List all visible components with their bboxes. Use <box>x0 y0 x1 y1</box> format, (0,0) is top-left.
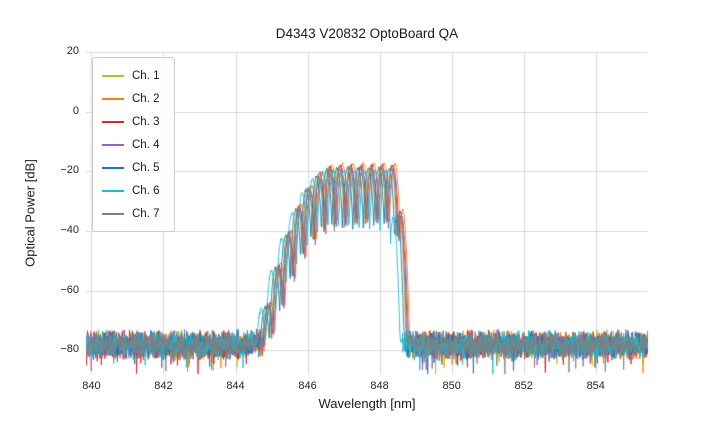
x-axis-label: Wavelength [nm] <box>318 396 416 411</box>
y-tick-label: −60 <box>60 283 79 296</box>
legend-label: Ch. 5 <box>132 161 160 174</box>
x-tick-label: 852 <box>514 380 533 392</box>
legend-line-swatch <box>102 74 124 77</box>
y-tick-label: 0 <box>72 104 79 117</box>
legend-line-swatch <box>102 189 124 192</box>
y-tick-label: −80 <box>60 343 79 356</box>
x-tick-label: 854 <box>586 380 605 392</box>
legend-item: Ch. 7 <box>102 202 160 225</box>
y-tick-label: −20 <box>60 164 79 177</box>
legend-item: Ch. 1 <box>102 64 160 87</box>
legend-item: Ch. 3 <box>102 110 160 133</box>
y-tick-label: 20 <box>66 45 79 57</box>
chart-title: D4343 V20832 OptoBoard QA <box>275 26 459 41</box>
legend: Ch. 1 Ch. 2 Ch. 3 Ch. 4 Ch. 5 Ch. 6 Ch. 7 <box>92 57 175 232</box>
legend-line-swatch <box>102 97 124 100</box>
legend-label: Ch. 7 <box>132 207 160 220</box>
y-axis-label: Optical Power [dB] <box>22 159 38 267</box>
legend-label: Ch. 6 <box>132 184 160 197</box>
legend-item: Ch. 4 <box>102 133 160 156</box>
x-tick-label: 842 <box>154 380 173 392</box>
legend-label: Ch. 4 <box>132 138 160 151</box>
x-tick-label: 850 <box>442 380 461 392</box>
x-tick-label: 846 <box>298 380 317 392</box>
legend-item: Ch. 5 <box>102 156 160 179</box>
legend-label: Ch. 2 <box>132 92 160 105</box>
legend-item: Ch. 2 <box>102 87 160 110</box>
legend-line-swatch <box>102 143 124 146</box>
legend-line-swatch <box>102 120 124 123</box>
legend-item: Ch. 6 <box>102 179 160 202</box>
legend-label: Ch. 3 <box>132 115 160 128</box>
legend-line-swatch <box>102 166 124 169</box>
x-tick-label: 848 <box>370 380 389 392</box>
legend-label: Ch. 1 <box>132 69 160 82</box>
x-tick-label: 844 <box>226 380 245 392</box>
legend-line-swatch <box>102 212 124 215</box>
x-tick-label: 840 <box>82 380 101 392</box>
y-tick-label: −40 <box>60 223 79 236</box>
